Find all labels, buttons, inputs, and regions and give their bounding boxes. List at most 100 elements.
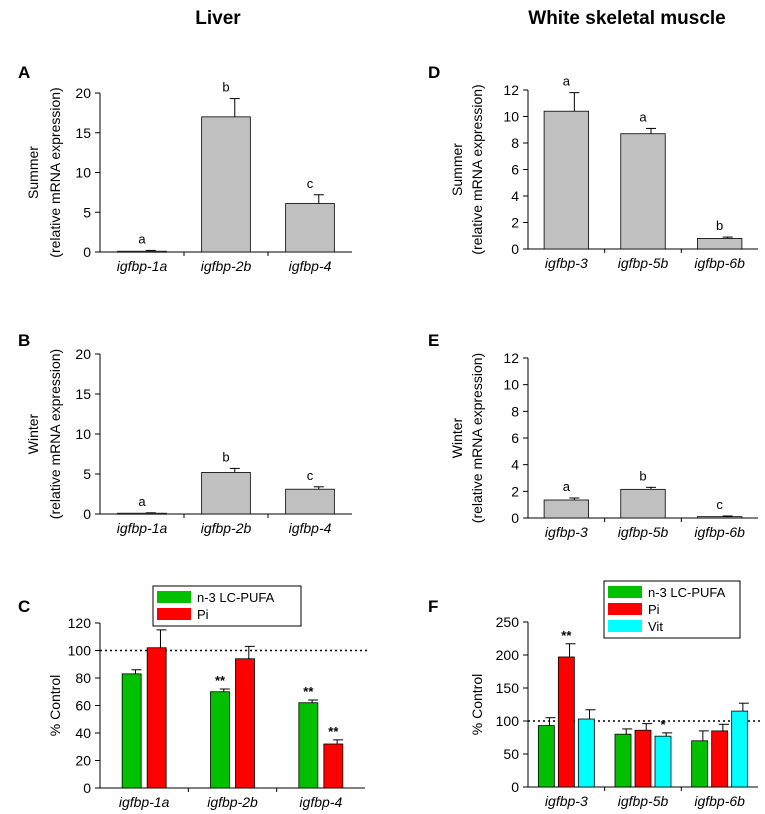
significance-letter: c bbox=[307, 468, 314, 483]
legend-label: n-3 LC-PUFA bbox=[197, 590, 275, 605]
y-tick-label: 10 bbox=[503, 377, 519, 393]
legend: n-3 LC-PUFA Pi bbox=[152, 585, 302, 627]
y-tick-label: 150 bbox=[496, 680, 520, 696]
y-axis-title: (relative mRNA expression) bbox=[469, 84, 485, 254]
bar bbox=[201, 471, 251, 515]
panel-letter-b: B bbox=[18, 331, 30, 350]
legend-label: Pi bbox=[197, 607, 209, 622]
x-category-label: igfbp-6b bbox=[694, 255, 745, 271]
y-axis-title: Summer bbox=[25, 146, 41, 199]
x-category-label: igfbp-2b bbox=[207, 794, 258, 810]
x-category-label: igfbp-3 bbox=[545, 255, 588, 271]
y-axis-title: Winter bbox=[25, 413, 41, 454]
y-tick-label: 8 bbox=[511, 403, 519, 419]
x-category-label: igfbp-3 bbox=[545, 524, 588, 540]
significance-stars: * bbox=[660, 717, 666, 732]
y-axis-title: % Control bbox=[469, 674, 485, 735]
bar-pi bbox=[557, 656, 575, 788]
chart-panel-b: B 0 5 10 15 20 Winter (relative mRNA expression… bbox=[18, 331, 352, 536]
y-tick-label: 4 bbox=[511, 457, 519, 473]
panel-letter-a: A bbox=[18, 63, 30, 82]
legend-swatch bbox=[157, 591, 191, 603]
bar bbox=[117, 250, 167, 253]
y-tick-label: 20 bbox=[75, 85, 91, 101]
y-tick-label: 0 bbox=[511, 510, 519, 526]
bar-pi bbox=[323, 743, 344, 789]
x-category-label: igfbp-5b bbox=[618, 255, 669, 271]
y-tick-label: 100 bbox=[496, 713, 520, 729]
y-tick-label: 12 bbox=[503, 82, 519, 98]
legend-swatch bbox=[157, 608, 191, 620]
x-category-label: igfbp-6b bbox=[694, 793, 745, 809]
chart-panel-c: C 0 20 40 60 80 100 120 % Control igfbp-1a igfbp-2… bbox=[18, 585, 367, 810]
bar-vit bbox=[654, 735, 672, 788]
bar bbox=[201, 116, 251, 253]
bar-n-3-lc-pufa bbox=[614, 733, 632, 788]
bar-n-3-lc-pufa bbox=[537, 725, 555, 788]
column-title-liver: Liver bbox=[195, 8, 241, 29]
y-axis-title: (relative mRNA expression) bbox=[47, 87, 63, 257]
y-tick-label: 250 bbox=[496, 614, 520, 630]
bar-n-3-lc-pufa bbox=[121, 673, 142, 789]
bar-pi bbox=[235, 658, 255, 789]
bar-n-3-lc-pufa bbox=[691, 740, 709, 788]
significance-letter: a bbox=[639, 109, 647, 124]
y-tick-label: 0 bbox=[511, 241, 519, 257]
significance-letter: b bbox=[222, 80, 229, 95]
bar bbox=[285, 203, 335, 253]
legend: n-3 LC-PUFA Pi Vit bbox=[603, 580, 741, 639]
legend-label: Pi bbox=[648, 602, 660, 617]
bar-vit bbox=[577, 718, 595, 788]
y-tick-label: 6 bbox=[511, 430, 519, 446]
charts-layer: A 0 5 10 15 20 Summer (relative mRNA expression… bbox=[18, 63, 760, 810]
chart-panel-f: F 0 50 100 150 200 250 % Control igfbp-3 igfbp-5b… bbox=[428, 580, 760, 809]
x-category-label: igfbp-2b bbox=[201, 258, 252, 274]
bar bbox=[117, 512, 167, 515]
y-tick-label: 0 bbox=[511, 779, 519, 795]
bar-pi bbox=[146, 647, 167, 789]
y-tick-label: 10 bbox=[75, 165, 91, 181]
panel-letter-f: F bbox=[428, 597, 438, 616]
x-category-label: igfbp-5b bbox=[618, 524, 669, 540]
significance-letter: b bbox=[639, 468, 646, 483]
bar bbox=[620, 488, 666, 519]
y-tick-label: 5 bbox=[83, 204, 91, 220]
chart-panel-d: D 0 2 4 6 8 10 12 Summer (relative mRNA expressio… bbox=[428, 63, 758, 271]
y-tick-label: 80 bbox=[75, 670, 91, 686]
y-tick-label: 12 bbox=[503, 350, 519, 366]
bar bbox=[543, 499, 589, 519]
x-category-label: igfbp-2b bbox=[201, 520, 252, 536]
significance-stars: ** bbox=[328, 724, 339, 739]
y-tick-label: 10 bbox=[75, 426, 91, 442]
bar bbox=[543, 110, 589, 250]
significance-letter: b bbox=[222, 449, 229, 464]
bar-pi bbox=[711, 730, 729, 788]
significance-letter: b bbox=[716, 218, 723, 233]
column-title-muscle: White skeletal muscle bbox=[528, 8, 725, 29]
legend-swatch bbox=[608, 620, 642, 632]
bar bbox=[285, 488, 335, 515]
y-axis-title: % Control bbox=[47, 675, 63, 736]
y-axis-title: (relative mRNA expression) bbox=[469, 353, 485, 523]
significance-letter: a bbox=[138, 494, 146, 509]
panel-letter-c: C bbox=[18, 597, 30, 616]
chart-panel-e: E 0 2 4 6 8 10 12 Winter (relative mRNA expressio… bbox=[428, 331, 758, 540]
x-category-label: igfbp-4 bbox=[289, 520, 332, 536]
significance-letter: c bbox=[716, 497, 723, 512]
x-category-label: igfbp-6b bbox=[694, 524, 745, 540]
legend-label: Vit bbox=[648, 619, 663, 634]
x-category-label: igfbp-1a bbox=[117, 520, 168, 536]
panel-letter-e: E bbox=[428, 331, 439, 350]
bar-vit bbox=[731, 710, 749, 788]
x-category-label: igfbp-5b bbox=[618, 793, 669, 809]
y-tick-label: 20 bbox=[75, 346, 91, 362]
y-tick-label: 120 bbox=[68, 615, 92, 631]
y-tick-label: 0 bbox=[83, 506, 91, 522]
x-category-label: igfbp-4 bbox=[289, 258, 332, 274]
x-category-label: igfbp-1a bbox=[119, 794, 170, 810]
y-tick-label: 40 bbox=[75, 725, 91, 741]
y-tick-label: 15 bbox=[75, 386, 91, 402]
y-tick-label: 15 bbox=[75, 125, 91, 141]
y-tick-label: 5 bbox=[83, 466, 91, 482]
significance-stars: ** bbox=[215, 673, 226, 688]
